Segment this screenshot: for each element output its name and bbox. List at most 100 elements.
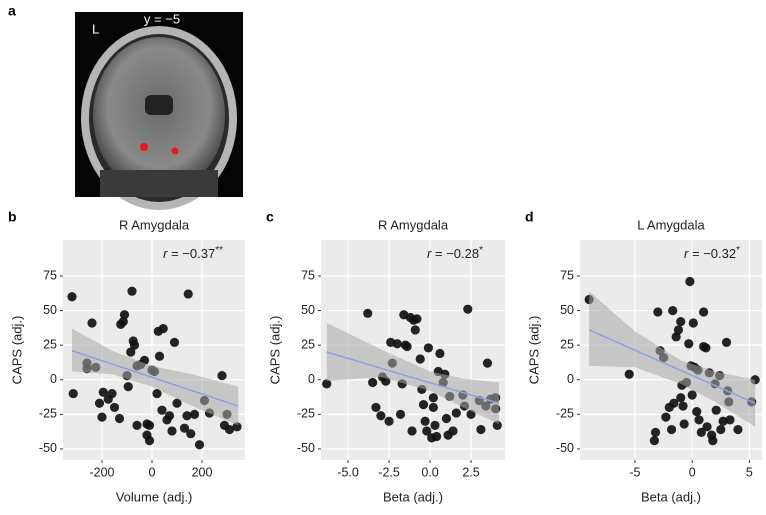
y-tick-label: 75 xyxy=(301,268,315,282)
data-point xyxy=(688,318,698,328)
annotation: r = −0.32* xyxy=(684,245,740,262)
data-point xyxy=(676,317,686,327)
data-point xyxy=(420,416,430,426)
y-tick-label: 25 xyxy=(560,337,574,351)
y-tick-label: -50 xyxy=(297,441,315,455)
data-point xyxy=(172,398,182,408)
y-tick-label: -25 xyxy=(297,407,315,421)
data-point xyxy=(152,388,162,399)
x-tick-label: -200 xyxy=(89,465,114,479)
y-tick-label: 0 xyxy=(308,372,315,386)
data-point xyxy=(650,427,661,437)
data-point xyxy=(98,387,108,397)
fit-line xyxy=(326,351,500,405)
data-point xyxy=(666,424,677,435)
x-tick-label: -5.0 xyxy=(337,465,359,479)
data-point xyxy=(179,423,190,433)
x-tick-label: -5 xyxy=(629,465,640,479)
mri-ventricle xyxy=(145,95,173,115)
y-tick-label: -50 xyxy=(556,441,574,455)
data-point xyxy=(668,305,678,316)
data-point xyxy=(118,317,128,327)
annotation: r = −0.37** xyxy=(163,245,223,262)
annotation-symbol: r xyxy=(427,246,432,261)
panel-label: c xyxy=(266,209,274,225)
data-point xyxy=(94,398,105,408)
y-tick-label: 0 xyxy=(50,372,57,386)
annotation-symbol: r xyxy=(163,246,168,261)
data-point xyxy=(182,411,192,421)
data-point xyxy=(653,307,663,317)
data-point xyxy=(671,332,681,342)
data-point xyxy=(164,411,175,421)
y-tick-label: 50 xyxy=(43,303,57,317)
data-point xyxy=(67,292,77,302)
roi-marker xyxy=(140,143,148,151)
y-tick-label: 75 xyxy=(560,268,574,282)
fit-line xyxy=(588,329,756,405)
data-point xyxy=(97,412,107,422)
data-point xyxy=(692,406,702,417)
data-point xyxy=(87,318,97,328)
roi-marker xyxy=(171,147,179,155)
data-point xyxy=(68,388,78,399)
data-point xyxy=(721,337,732,347)
data-point xyxy=(678,401,688,411)
data-point xyxy=(410,325,420,335)
data-point xyxy=(157,405,167,415)
data-point xyxy=(423,343,434,353)
annotation-sup: ** xyxy=(215,245,223,256)
y-axis-label: CAPS (adj.) xyxy=(9,316,24,385)
data-point xyxy=(661,412,671,422)
data-point xyxy=(676,393,686,403)
x-tick-label: 0 xyxy=(689,465,696,479)
data-point xyxy=(224,424,235,435)
x-tick-label: 0.0 xyxy=(421,465,438,479)
data-point xyxy=(407,426,417,436)
annotation-text: = −0.37 xyxy=(167,246,215,261)
data-point xyxy=(448,426,458,436)
annotation-sup: * xyxy=(736,245,740,256)
data-point xyxy=(392,339,402,349)
data-point xyxy=(217,370,227,381)
data-point xyxy=(132,420,142,431)
data-point xyxy=(669,398,679,408)
x-tick-label: -2.5 xyxy=(378,465,400,479)
confidence-band xyxy=(589,291,756,427)
y-tick-label: 25 xyxy=(301,337,315,351)
y-tick-label: 0 xyxy=(567,372,574,386)
data-point xyxy=(183,289,193,299)
data-point xyxy=(322,379,332,389)
y-axis-label: CAPS (adj.) xyxy=(526,316,541,385)
confidence-band xyxy=(326,323,499,425)
data-point xyxy=(189,409,200,419)
data-point xyxy=(451,408,461,418)
y-tick-label: -50 xyxy=(39,441,57,455)
y-tick-label: 50 xyxy=(560,303,574,317)
data-point xyxy=(114,413,125,424)
x-axis-label: Volume (adj.) xyxy=(116,489,193,504)
data-point xyxy=(158,323,168,334)
data-point xyxy=(699,307,709,317)
data-point xyxy=(441,413,452,424)
data-point xyxy=(463,304,473,314)
data-point xyxy=(624,369,634,379)
data-point xyxy=(129,340,140,350)
data-point xyxy=(126,347,136,357)
data-point xyxy=(708,436,718,446)
data-point xyxy=(368,377,378,388)
y-tick-label: 50 xyxy=(301,303,315,317)
x-axis-label: Beta (adj.) xyxy=(641,489,701,504)
slice-label: y = −5 xyxy=(144,11,180,26)
y-axis-label: CAPS (adj.) xyxy=(267,316,282,385)
data-point xyxy=(733,424,743,435)
y-tick-label: 25 xyxy=(43,337,57,351)
confidence-band xyxy=(72,328,239,426)
data-point xyxy=(154,351,165,361)
data-point xyxy=(432,431,442,442)
data-point xyxy=(679,419,689,429)
x-tick-label: 5 xyxy=(746,465,753,479)
data-point xyxy=(107,388,117,399)
chart-title: R Amygdala xyxy=(119,217,190,232)
data-point xyxy=(718,416,728,426)
